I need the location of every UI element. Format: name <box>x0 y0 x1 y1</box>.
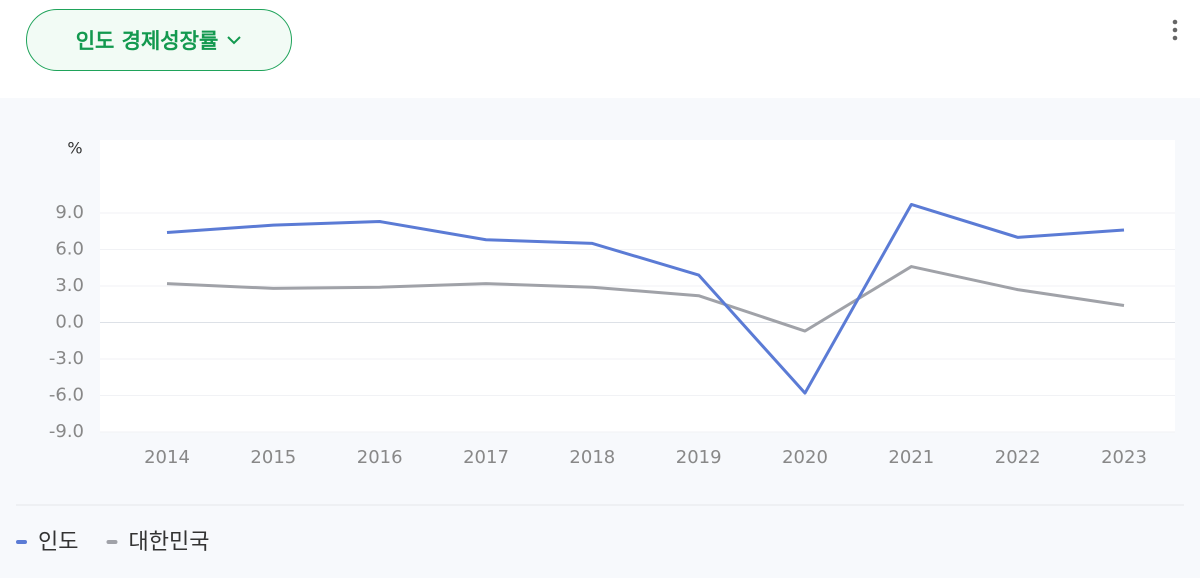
legend-label[interactable]: 인도 <box>38 530 78 555</box>
y-tick-label: 9.0 <box>55 202 84 223</box>
x-tick-label: 2016 <box>357 447 403 468</box>
x-tick-label: 2021 <box>888 447 934 468</box>
more-menu[interactable] <box>1168 18 1182 44</box>
x-tick-label: 2022 <box>995 447 1041 468</box>
x-tick-label: 2018 <box>569 447 615 468</box>
legend-swatch <box>16 540 27 544</box>
y-tick-label: -9.0 <box>49 421 84 442</box>
title: 인도 경제성장률 <box>75 29 219 53</box>
y-tick-label: 3.0 <box>55 275 84 296</box>
legend-label[interactable]: 대한민국 <box>128 530 209 555</box>
series-line <box>166 202 1125 395</box>
title-dropdown[interactable]: 인도 경제성장률 <box>26 9 292 71</box>
x-tick-label: 2015 <box>250 447 296 468</box>
legend-swatch <box>106 540 118 544</box>
y-tick-label: -3.0 <box>49 348 84 369</box>
x-tick-label: 2023 <box>1101 447 1147 468</box>
chevron <box>227 36 241 45</box>
x-tick-label: 2017 <box>463 447 509 468</box>
x-tick-label: 2020 <box>782 447 828 468</box>
y-unit: % <box>67 139 82 158</box>
x-tick-label: 2014 <box>144 447 190 468</box>
y-tick-label: 0.0 <box>55 312 84 333</box>
series-line <box>166 265 1125 333</box>
x-tick-label: 2019 <box>676 447 722 468</box>
y-tick-label: -6.0 <box>49 385 84 406</box>
y-tick-label: 6.0 <box>55 239 84 260</box>
